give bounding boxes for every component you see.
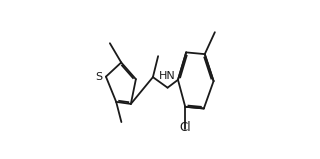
Text: S: S bbox=[95, 72, 102, 82]
Text: Cl: Cl bbox=[180, 121, 191, 134]
Text: HN: HN bbox=[159, 71, 176, 81]
